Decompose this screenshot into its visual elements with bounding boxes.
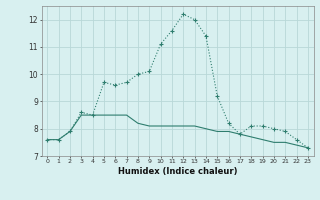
X-axis label: Humidex (Indice chaleur): Humidex (Indice chaleur): [118, 167, 237, 176]
